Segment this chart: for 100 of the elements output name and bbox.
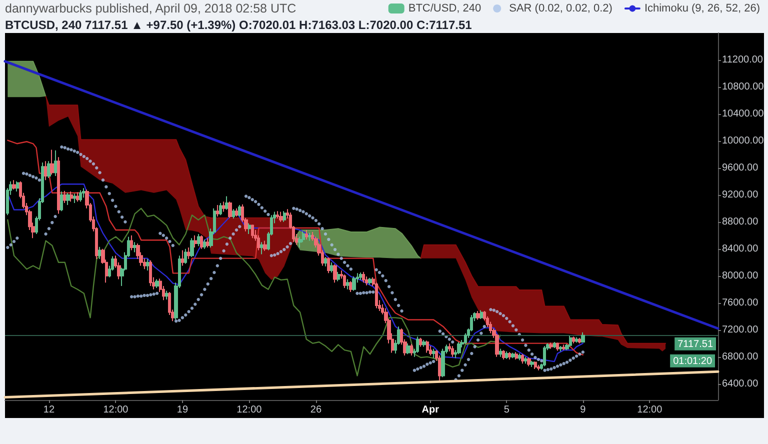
y-tick-label: 11200.00: [722, 54, 764, 66]
candlestick: [416, 336, 419, 354]
y-tick-label: 7200.00: [722, 324, 759, 336]
candlestick: [50, 149, 54, 176]
candlestick: [194, 234, 197, 248]
candlestick: [222, 201, 225, 212]
candlestick: [365, 276, 368, 286]
candlestick: [508, 352, 511, 360]
candlestick: [362, 271, 365, 284]
y-tick-label: 9200.00: [722, 189, 759, 200]
candlestick: [333, 264, 337, 284]
y-tick-label: 6800.00: [722, 351, 759, 362]
x-tick-label: 12:00: [236, 404, 262, 416]
candlestick: [155, 278, 159, 289]
x-tick-label: 9: [580, 404, 586, 416]
candlestick: [451, 346, 454, 358]
candlestick: [98, 246, 101, 260]
candlestick: [553, 341, 556, 349]
candlestick: [133, 242, 136, 253]
y-tick-label: 8800.00: [722, 216, 759, 228]
candlestick: [476, 310, 480, 320]
candlestick: [426, 340, 429, 354]
candlestick: [527, 357, 531, 367]
candlestick: [432, 348, 435, 359]
candlestick: [251, 224, 254, 239]
candlestick: [406, 342, 410, 355]
x-tick-label: 26: [310, 404, 322, 416]
candlestick: [187, 247, 190, 260]
candlestick: [537, 364, 540, 371]
candlestick: [559, 346, 562, 352]
candlestick: [359, 272, 362, 280]
candlestick: [76, 192, 79, 202]
legend-label: BTC/USD, 240: [408, 2, 482, 14]
candlestick: [368, 277, 372, 286]
candlestick: [572, 336, 575, 344]
candlestick: [441, 348, 445, 378]
y-tick-label: 6400.00: [722, 378, 759, 390]
candlestick: [260, 242, 264, 255]
candlestick: [330, 262, 333, 273]
annotation: 01:01:20: [673, 356, 712, 367]
candlestick: [502, 350, 505, 360]
candlestick: [343, 274, 346, 289]
y-tick-label: 9600.00: [722, 162, 759, 174]
y-tick-label: 8000.00: [722, 270, 759, 282]
legend-label: SAR (0.02, 0.02, 0.2): [509, 2, 612, 14]
candlestick: [225, 196, 229, 210]
candlestick: [410, 344, 413, 356]
candlestick: [464, 332, 467, 345]
candlestick: [324, 256, 327, 267]
candlestick: [165, 290, 168, 300]
candlestick: [200, 234, 203, 250]
candlestick: [515, 352, 518, 360]
candlestick: [16, 180, 19, 192]
candlestick: [12, 180, 16, 190]
candlestick: [184, 248, 187, 264]
candlestick: [70, 191, 73, 202]
y-tick-label: 8400.00: [722, 243, 759, 254]
candlestick: [73, 193, 76, 204]
line-series: [7, 208, 501, 376]
chart-subtitle: BTCUSD, 240 7117.51 ▲ +97.50 (+1.39%) O:7020.01 H:7163.03 L:7020.00 C:7117.51: [5, 18, 472, 32]
candlestick: [283, 210, 286, 222]
y-tick-label: 10000.00: [722, 135, 764, 146]
candlestick: [308, 232, 311, 242]
candlestick: [248, 222, 251, 235]
legend-label: Ichimoku (9, 26, 52, 26): [644, 2, 760, 14]
candlestick: [549, 342, 553, 350]
candlestick: [562, 344, 566, 351]
x-tick-label: 12:00: [637, 404, 663, 416]
candlestick: [499, 348, 502, 358]
candlestick: [238, 204, 241, 217]
candlestick: [54, 150, 57, 177]
x-tick-label: 12: [43, 404, 55, 416]
candlestick: [60, 191, 63, 212]
line-series: [7, 184, 584, 362]
candlestick: [66, 192, 70, 206]
candlestick: [82, 188, 86, 198]
chart-title: dannywarbucks published, April 09, 2018 02:58 UTC: [5, 2, 296, 16]
candlestick: [203, 238, 206, 250]
candlestick: [480, 310, 483, 320]
y-tick-label: 10800.00: [722, 81, 764, 92]
candlestick: [181, 250, 184, 266]
candlestick: [206, 238, 210, 248]
candlestick: [457, 341, 461, 355]
candlestick: [524, 356, 527, 364]
candlestick: [346, 278, 349, 290]
candlestick: [279, 211, 283, 222]
candlestick: [534, 361, 537, 370]
candlestick: [518, 352, 521, 361]
candlestick: [216, 204, 219, 217]
candlestick: [521, 354, 524, 364]
candlestick: [130, 234, 133, 251]
candlestick: [419, 337, 422, 348]
x-tick-label: 12:00: [103, 404, 129, 416]
candlestick: [352, 276, 356, 292]
candlestick: [149, 260, 152, 286]
candlestick: [569, 335, 572, 348]
candlestick: [422, 339, 426, 348]
x-tick-label: Apr: [422, 404, 440, 416]
candlestick: [219, 202, 222, 216]
ref-line-label: 7117.51: [678, 338, 714, 350]
